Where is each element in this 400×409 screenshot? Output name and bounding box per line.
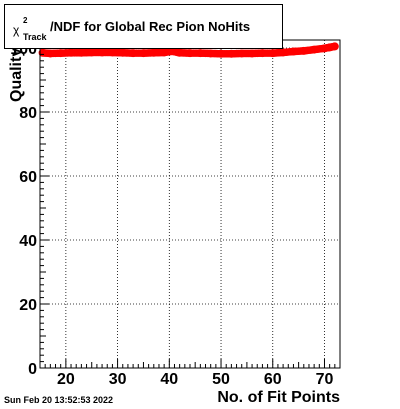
x-axis-label: No. of Fit Points [217, 389, 340, 406]
x-tick-label: 40 [160, 371, 178, 388]
title-chi-symbol: χ [13, 23, 20, 37]
y-tick-label: 60 [19, 169, 37, 186]
data-markers [38, 42, 339, 58]
title-subscript: Track [23, 32, 47, 42]
x-tick-label: 50 [212, 371, 230, 388]
y-axis-label: Quality [8, 47, 25, 102]
y-tick-label: 80 [19, 105, 37, 122]
y-tick-label: 20 [19, 297, 37, 314]
x-tick-label: 60 [264, 371, 282, 388]
x-tick-label: 70 [316, 371, 334, 388]
datestamp: Sun Feb 20 13:52:53 2022 [4, 395, 114, 405]
data-point-interp [330, 42, 338, 51]
chart-title: /NDF for Global Rec Pion NoHits [50, 19, 251, 34]
title-superscript: 2 [23, 16, 28, 25]
y-tick-label: 40 [19, 233, 37, 250]
plot-frame [39, 39, 341, 369]
x-tick-label: 30 [109, 371, 127, 388]
chart-title-box: χ 2 Track /NDF for Global Rec Pion NoHit… [4, 4, 283, 49]
y-tick-label: 0 [28, 361, 37, 378]
grid-lines [40, 40, 340, 368]
x-tick-label: 20 [57, 371, 75, 388]
axis-ticks [40, 47, 336, 369]
